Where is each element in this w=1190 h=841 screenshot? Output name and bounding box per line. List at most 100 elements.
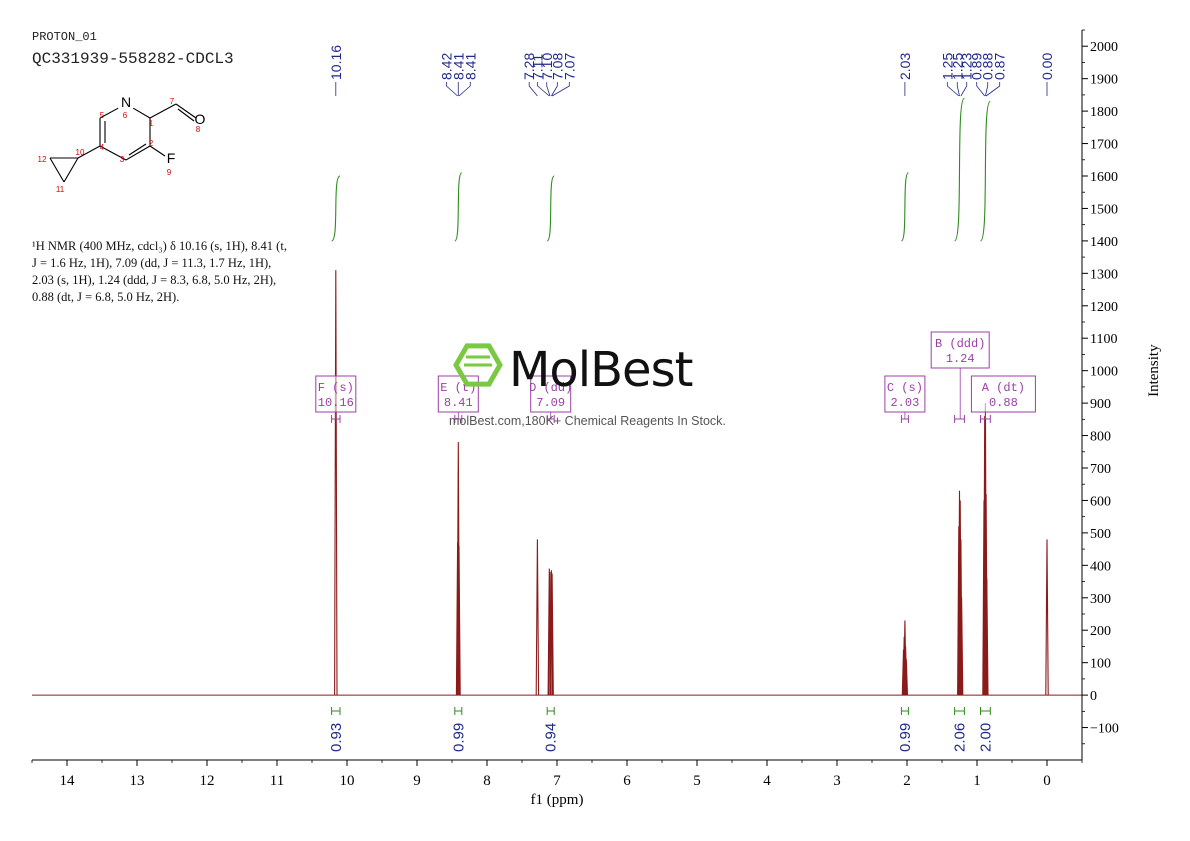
integral-curve [331,175,341,242]
atom-label: 5 [100,111,105,120]
peak-label-leader [551,82,558,97]
y-axis-label: Intensity [1146,344,1162,397]
bond [99,145,127,161]
y-tick-label: 600 [1090,494,1111,509]
spectrum-peak [903,646,908,696]
bond [63,157,79,183]
nmr-description-line: J = 1.6 Hz, 1H), 7.09 (dd, J = 11.3, 1.7… [32,256,272,270]
x-tick-label: 4 [763,773,771,789]
atom-label: 2 [149,139,154,148]
x-tick-label: 14 [60,773,76,789]
bond [99,107,119,119]
x-tick-label: 10 [340,773,355,789]
x-tick-label: 1 [973,773,981,789]
y-tick-label: 900 [1090,397,1111,412]
x-tick-label: 3 [833,773,841,789]
multiplet-shift: 7.09 [536,396,565,410]
y-tick-label: 1500 [1090,202,1118,217]
multiplet-assignment: B (ddd) [935,337,985,351]
x-tick-label: 7 [553,773,561,789]
y-tick-label: 1700 [1090,138,1118,153]
y-tick-label: 1900 [1090,73,1118,88]
atom-label: 12 [38,155,47,164]
peak-label: 0.89 [969,53,985,80]
peak-label: 7.07 [561,53,577,80]
experiment-name: PROTON_01 [32,30,97,44]
bond [175,103,197,119]
peak-label-leader [537,82,550,97]
y-tick-label: 800 [1090,430,1111,445]
x-tick-label: 9 [413,773,421,789]
peak-label: 0.87 [992,53,1008,80]
peak-label: 1.25 [949,53,965,80]
multiplet-box [930,331,990,369]
peak-label: 7.08 [549,53,565,80]
y-tick-label: 1300 [1090,267,1118,282]
peak-label: 8.41 [450,53,466,80]
y-tick-label: 500 [1090,527,1111,542]
x-tick-label: 8 [483,773,491,789]
bond [49,157,65,183]
nmr-description-line: ¹H NMR (400 MHz, cdcl₃) δ 10.16 (s, 1H),… [32,239,287,253]
integral-value: 2.06 [952,723,969,752]
x-tick-label: 11 [270,773,284,789]
peak-label-leader [458,82,471,97]
atom-label: 1 [149,119,154,128]
peak-label-leader [546,82,551,97]
spectrum-peak [535,539,540,696]
integral-values: 0.93 0.99 0.94 0.99 2.06 2.00 [328,707,994,752]
y-tick-label: 2000 [1090,40,1118,55]
integral-value: 0.99 [897,723,914,752]
integral-curve [900,172,909,242]
multiplet-shift: 0.88 [989,396,1018,410]
peak-label-leader [976,82,986,97]
peak-label-leader [551,82,570,97]
multiplet-assignment: A (dt) [982,381,1025,395]
atom-label: N [121,94,131,110]
multiplet-box [315,375,357,413]
peak-label: 0.00 [1039,53,1055,80]
spectrum-header: PROTON_01 QC331939-558282-CDCL3 [32,30,234,68]
double-bond [177,108,195,122]
multiplet-box [530,375,572,413]
multiplet-assignment: F (s) [318,381,354,395]
peak-label-leader [985,82,989,97]
peak-label: 1.23 [959,53,975,80]
y-tick-label: 200 [1090,624,1111,639]
multiplet-boxes: F (s)10.16E (t)8.41D (dd)7.09C (s)2.03B … [315,331,1036,423]
peak-label: 0.88 [980,53,996,80]
multiplet-shift: 8.41 [444,396,473,410]
y-tick-label: 1100 [1090,332,1117,347]
multiplet-shift: 10.16 [318,396,354,410]
atom-label: O [195,111,206,127]
double-bond [128,143,147,156]
y-tick-label: 300 [1090,592,1111,607]
bond [77,145,101,159]
atom-label: 8 [196,125,201,134]
multiplet-assignment: C (s) [887,381,923,395]
watermark-tagline: molBest.com,180K+ Chemical Reagents In S… [449,414,726,428]
spectrum-peak [457,545,461,696]
atom-label: 4 [100,143,105,152]
y-tick-label: 700 [1090,462,1111,477]
integral-value: 0.94 [543,723,560,752]
x-tick-label: 13 [130,773,145,789]
spectrum-trace [32,270,1082,696]
spectrum-peak [1045,539,1049,696]
nmr-description-line: 0.88 (dt, J = 6.8, 5.0 Hz, 2H). [32,290,180,304]
spectrum-peak [985,578,989,696]
integral-value: 0.93 [328,723,345,752]
nmr-description: ¹H NMR (400 MHz, cdcl₃) δ 10.16 (s, 1H),… [32,238,332,306]
integral-curve [546,175,555,242]
atom-label: 6 [123,111,128,120]
multiplet-shift: 1.24 [946,352,975,366]
watermark-logo-icon [453,343,503,387]
peak-label-leader [985,82,1001,97]
nmr-description-line: 2.03 (s, 1H), 1.24 (ddd, J = 8.3, 6.8, 5… [32,273,277,287]
y-tick-label: 1600 [1090,170,1118,185]
bond [149,103,177,119]
atom-label: F [167,150,176,166]
x-tick-label: 12 [200,773,215,789]
multiplet-shift: 2.03 [890,396,919,410]
peak-label-leader [960,82,968,97]
